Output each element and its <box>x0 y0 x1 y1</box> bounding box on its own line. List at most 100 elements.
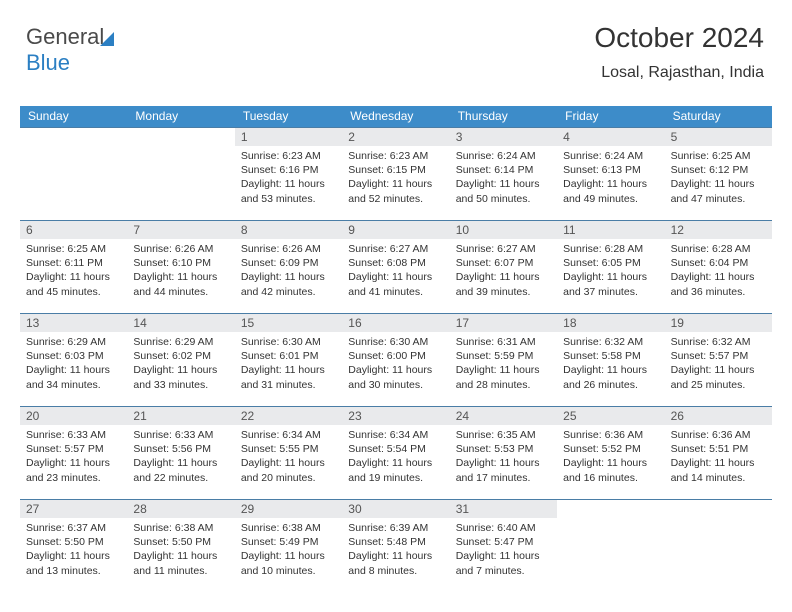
day-number: 30 <box>342 500 449 518</box>
day-cell: 24Sunrise: 6:35 AMSunset: 5:53 PMDayligh… <box>450 406 557 499</box>
day-info: Sunrise: 6:24 AMSunset: 6:13 PMDaylight:… <box>557 146 664 208</box>
day-number: 26 <box>665 407 772 425</box>
day-info: Sunrise: 6:31 AMSunset: 5:59 PMDaylight:… <box>450 332 557 394</box>
day-number: 15 <box>235 314 342 332</box>
day-number: 19 <box>665 314 772 332</box>
day-number: 13 <box>20 314 127 332</box>
day-number: 10 <box>450 221 557 239</box>
day-number: 6 <box>20 221 127 239</box>
day-number: 16 <box>342 314 449 332</box>
day-cell: 3Sunrise: 6:24 AMSunset: 6:14 PMDaylight… <box>450 127 557 220</box>
day-cell: 19Sunrise: 6:32 AMSunset: 5:57 PMDayligh… <box>665 313 772 406</box>
day-info: Sunrise: 6:33 AMSunset: 5:56 PMDaylight:… <box>127 425 234 487</box>
day-info: Sunrise: 6:39 AMSunset: 5:48 PMDaylight:… <box>342 518 449 580</box>
day-number: 1 <box>235 128 342 146</box>
day-cell: 31Sunrise: 6:40 AMSunset: 5:47 PMDayligh… <box>450 499 557 592</box>
day-cell: 2Sunrise: 6:23 AMSunset: 6:15 PMDaylight… <box>342 127 449 220</box>
day-cell: 10Sunrise: 6:27 AMSunset: 6:07 PMDayligh… <box>450 220 557 313</box>
day-cell: 12Sunrise: 6:28 AMSunset: 6:04 PMDayligh… <box>665 220 772 313</box>
day-number: 2 <box>342 128 449 146</box>
day-cell: 11Sunrise: 6:28 AMSunset: 6:05 PMDayligh… <box>557 220 664 313</box>
day-info: Sunrise: 6:38 AMSunset: 5:50 PMDaylight:… <box>127 518 234 580</box>
day-cell: 18Sunrise: 6:32 AMSunset: 5:58 PMDayligh… <box>557 313 664 406</box>
weekday-header: Monday <box>127 106 234 127</box>
day-cell: 20Sunrise: 6:33 AMSunset: 5:57 PMDayligh… <box>20 406 127 499</box>
day-info: Sunrise: 6:38 AMSunset: 5:49 PMDaylight:… <box>235 518 342 580</box>
weekday-header: Thursday <box>450 106 557 127</box>
day-cell: 13Sunrise: 6:29 AMSunset: 6:03 PMDayligh… <box>20 313 127 406</box>
day-info: Sunrise: 6:36 AMSunset: 5:51 PMDaylight:… <box>665 425 772 487</box>
empty-cell <box>127 127 234 220</box>
weekday-header: Tuesday <box>235 106 342 127</box>
calendar-grid: SundayMondayTuesdayWednesdayThursdayFrid… <box>20 106 772 592</box>
day-cell: 7Sunrise: 6:26 AMSunset: 6:10 PMDaylight… <box>127 220 234 313</box>
day-cell: 28Sunrise: 6:38 AMSunset: 5:50 PMDayligh… <box>127 499 234 592</box>
day-number: 22 <box>235 407 342 425</box>
day-info: Sunrise: 6:35 AMSunset: 5:53 PMDaylight:… <box>450 425 557 487</box>
day-cell: 25Sunrise: 6:36 AMSunset: 5:52 PMDayligh… <box>557 406 664 499</box>
day-info: Sunrise: 6:25 AMSunset: 6:11 PMDaylight:… <box>20 239 127 301</box>
day-info: Sunrise: 6:30 AMSunset: 6:00 PMDaylight:… <box>342 332 449 394</box>
day-cell: 9Sunrise: 6:27 AMSunset: 6:08 PMDaylight… <box>342 220 449 313</box>
day-cell: 6Sunrise: 6:25 AMSunset: 6:11 PMDaylight… <box>20 220 127 313</box>
day-cell: 16Sunrise: 6:30 AMSunset: 6:00 PMDayligh… <box>342 313 449 406</box>
day-info: Sunrise: 6:29 AMSunset: 6:03 PMDaylight:… <box>20 332 127 394</box>
location-subtitle: Losal, Rajasthan, India <box>601 64 764 82</box>
logo-word-1: General <box>26 24 104 49</box>
day-info: Sunrise: 6:34 AMSunset: 5:55 PMDaylight:… <box>235 425 342 487</box>
day-number: 14 <box>127 314 234 332</box>
day-number: 12 <box>665 221 772 239</box>
day-number: 27 <box>20 500 127 518</box>
day-cell: 17Sunrise: 6:31 AMSunset: 5:59 PMDayligh… <box>450 313 557 406</box>
day-info: Sunrise: 6:30 AMSunset: 6:01 PMDaylight:… <box>235 332 342 394</box>
day-number: 4 <box>557 128 664 146</box>
empty-cell <box>20 127 127 220</box>
day-cell: 1Sunrise: 6:23 AMSunset: 6:16 PMDaylight… <box>235 127 342 220</box>
weekday-header: Sunday <box>20 106 127 127</box>
day-number: 29 <box>235 500 342 518</box>
day-info: Sunrise: 6:32 AMSunset: 5:57 PMDaylight:… <box>665 332 772 394</box>
day-info: Sunrise: 6:37 AMSunset: 5:50 PMDaylight:… <box>20 518 127 580</box>
day-number: 17 <box>450 314 557 332</box>
day-cell: 29Sunrise: 6:38 AMSunset: 5:49 PMDayligh… <box>235 499 342 592</box>
weekday-header: Wednesday <box>342 106 449 127</box>
day-number: 20 <box>20 407 127 425</box>
day-number: 28 <box>127 500 234 518</box>
day-cell: 14Sunrise: 6:29 AMSunset: 6:02 PMDayligh… <box>127 313 234 406</box>
empty-cell <box>557 499 664 592</box>
day-info: Sunrise: 6:34 AMSunset: 5:54 PMDaylight:… <box>342 425 449 487</box>
day-info: Sunrise: 6:24 AMSunset: 6:14 PMDaylight:… <box>450 146 557 208</box>
day-cell: 27Sunrise: 6:37 AMSunset: 5:50 PMDayligh… <box>20 499 127 592</box>
day-info: Sunrise: 6:32 AMSunset: 5:58 PMDaylight:… <box>557 332 664 394</box>
day-number: 31 <box>450 500 557 518</box>
page-title: October 2024 <box>594 22 764 54</box>
day-cell: 26Sunrise: 6:36 AMSunset: 5:51 PMDayligh… <box>665 406 772 499</box>
day-info: Sunrise: 6:27 AMSunset: 6:08 PMDaylight:… <box>342 239 449 301</box>
day-number: 18 <box>557 314 664 332</box>
day-cell: 8Sunrise: 6:26 AMSunset: 6:09 PMDaylight… <box>235 220 342 313</box>
day-cell: 21Sunrise: 6:33 AMSunset: 5:56 PMDayligh… <box>127 406 234 499</box>
day-cell: 5Sunrise: 6:25 AMSunset: 6:12 PMDaylight… <box>665 127 772 220</box>
weekday-header: Saturday <box>665 106 772 127</box>
day-info: Sunrise: 6:28 AMSunset: 6:04 PMDaylight:… <box>665 239 772 301</box>
day-info: Sunrise: 6:36 AMSunset: 5:52 PMDaylight:… <box>557 425 664 487</box>
day-number: 21 <box>127 407 234 425</box>
day-info: Sunrise: 6:28 AMSunset: 6:05 PMDaylight:… <box>557 239 664 301</box>
brand-logo: General Blue <box>26 24 114 76</box>
empty-cell <box>665 499 772 592</box>
logo-triangle-icon <box>100 32 114 46</box>
day-cell: 15Sunrise: 6:30 AMSunset: 6:01 PMDayligh… <box>235 313 342 406</box>
day-number: 9 <box>342 221 449 239</box>
day-number: 24 <box>450 407 557 425</box>
day-info: Sunrise: 6:33 AMSunset: 5:57 PMDaylight:… <box>20 425 127 487</box>
day-cell: 23Sunrise: 6:34 AMSunset: 5:54 PMDayligh… <box>342 406 449 499</box>
day-info: Sunrise: 6:26 AMSunset: 6:10 PMDaylight:… <box>127 239 234 301</box>
day-info: Sunrise: 6:26 AMSunset: 6:09 PMDaylight:… <box>235 239 342 301</box>
day-number: 25 <box>557 407 664 425</box>
day-info: Sunrise: 6:40 AMSunset: 5:47 PMDaylight:… <box>450 518 557 580</box>
day-info: Sunrise: 6:25 AMSunset: 6:12 PMDaylight:… <box>665 146 772 208</box>
day-cell: 30Sunrise: 6:39 AMSunset: 5:48 PMDayligh… <box>342 499 449 592</box>
weekday-header: Friday <box>557 106 664 127</box>
day-info: Sunrise: 6:23 AMSunset: 6:16 PMDaylight:… <box>235 146 342 208</box>
day-number: 5 <box>665 128 772 146</box>
